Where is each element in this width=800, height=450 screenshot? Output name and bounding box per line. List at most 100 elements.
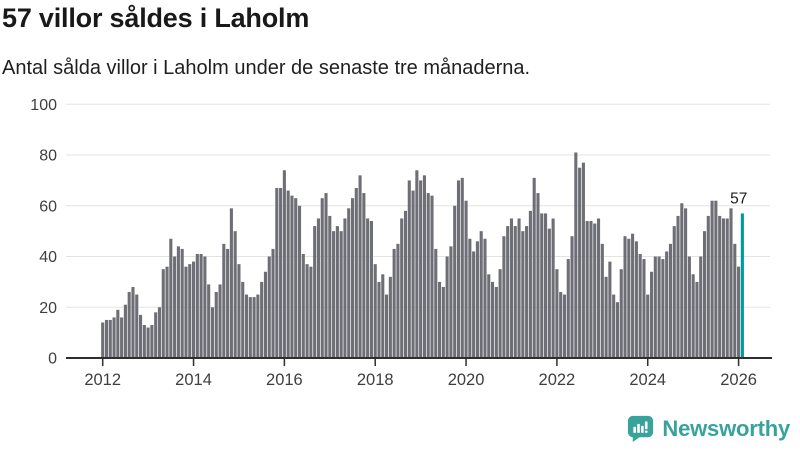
bar [460,177,464,358]
bar [494,286,498,358]
bar [366,218,370,358]
bar [544,213,548,358]
bar [600,243,604,358]
bar [578,167,582,358]
highlight-bar [740,213,744,358]
newsworthy-logo[interactable]: Newsworthy [626,414,790,443]
bar [222,243,226,358]
bar [456,180,461,358]
bar [313,226,317,358]
bar [407,180,411,358]
bar [244,294,249,358]
bar [525,226,529,358]
bar [226,248,230,358]
bar [612,294,616,358]
bar [596,218,601,358]
x-tick-label: 2020 [448,371,485,389]
bar [297,205,302,358]
x-tick-label: 2012 [84,371,121,389]
bar [381,274,385,358]
bar [150,325,154,358]
bar [392,248,396,358]
bar [642,259,646,358]
bar [672,226,676,358]
bar [358,175,362,358]
bar [721,218,725,358]
chart-title: 57 villor såldes i Laholm [2,3,310,33]
bar [195,253,199,358]
bar [350,198,355,358]
bar [419,180,423,358]
bar [332,231,336,358]
bar [619,269,623,358]
bar [710,200,714,358]
y-tick-label: 100 [30,97,57,114]
bar [104,319,109,358]
bar [475,241,479,358]
bar [532,177,536,358]
bar [248,297,252,358]
bar [441,286,445,358]
bar [646,294,650,358]
x-tick-label: 2018 [357,371,394,389]
bar [294,198,298,358]
bar [445,256,449,358]
bar [142,325,146,358]
bar [116,309,120,358]
bar [638,253,642,358]
bar [415,170,419,358]
chart-subtitle: Antal sålda villor i Laholm under de sen… [2,57,531,79]
bar [388,276,392,358]
bar [559,292,563,358]
bar [695,281,699,358]
bar [165,266,169,358]
last-value-label: 57 [730,190,747,207]
bar [725,218,729,358]
bar [120,317,124,358]
x-tick-label: 2022 [539,371,576,389]
bar [733,243,737,358]
bar [199,253,203,358]
bar [483,238,487,358]
bar [354,188,358,358]
bar [279,188,283,358]
bar [528,210,532,358]
bar [157,307,162,358]
bar [403,210,408,358]
bar [585,221,589,358]
bar [702,231,707,358]
bar [320,198,324,358]
y-tick-label: 80 [39,148,57,165]
bar [479,231,483,358]
newsworthy-wordmark: Newsworthy [662,415,790,441]
bar [369,221,373,358]
x-tick-label: 2014 [175,371,212,389]
bar [191,261,196,358]
bar [188,264,192,358]
bar [271,248,275,358]
bar [631,233,635,358]
x-tick-label: 2016 [266,371,303,389]
bar [169,238,173,358]
bar [551,218,555,358]
bar [555,269,559,358]
bar [214,292,218,358]
bar [267,256,271,358]
bar [498,269,502,358]
bar [506,226,510,358]
bar [146,327,150,358]
bar [233,231,237,358]
bar [676,215,680,358]
bar [301,253,305,358]
bar [290,195,294,358]
bar [566,259,570,358]
bar [108,319,112,358]
bar [396,243,400,358]
bar [449,246,453,358]
bar [154,312,158,358]
bar [328,215,332,358]
bar [252,297,256,358]
bar [282,170,286,358]
bar [210,307,215,358]
bar [468,238,472,358]
